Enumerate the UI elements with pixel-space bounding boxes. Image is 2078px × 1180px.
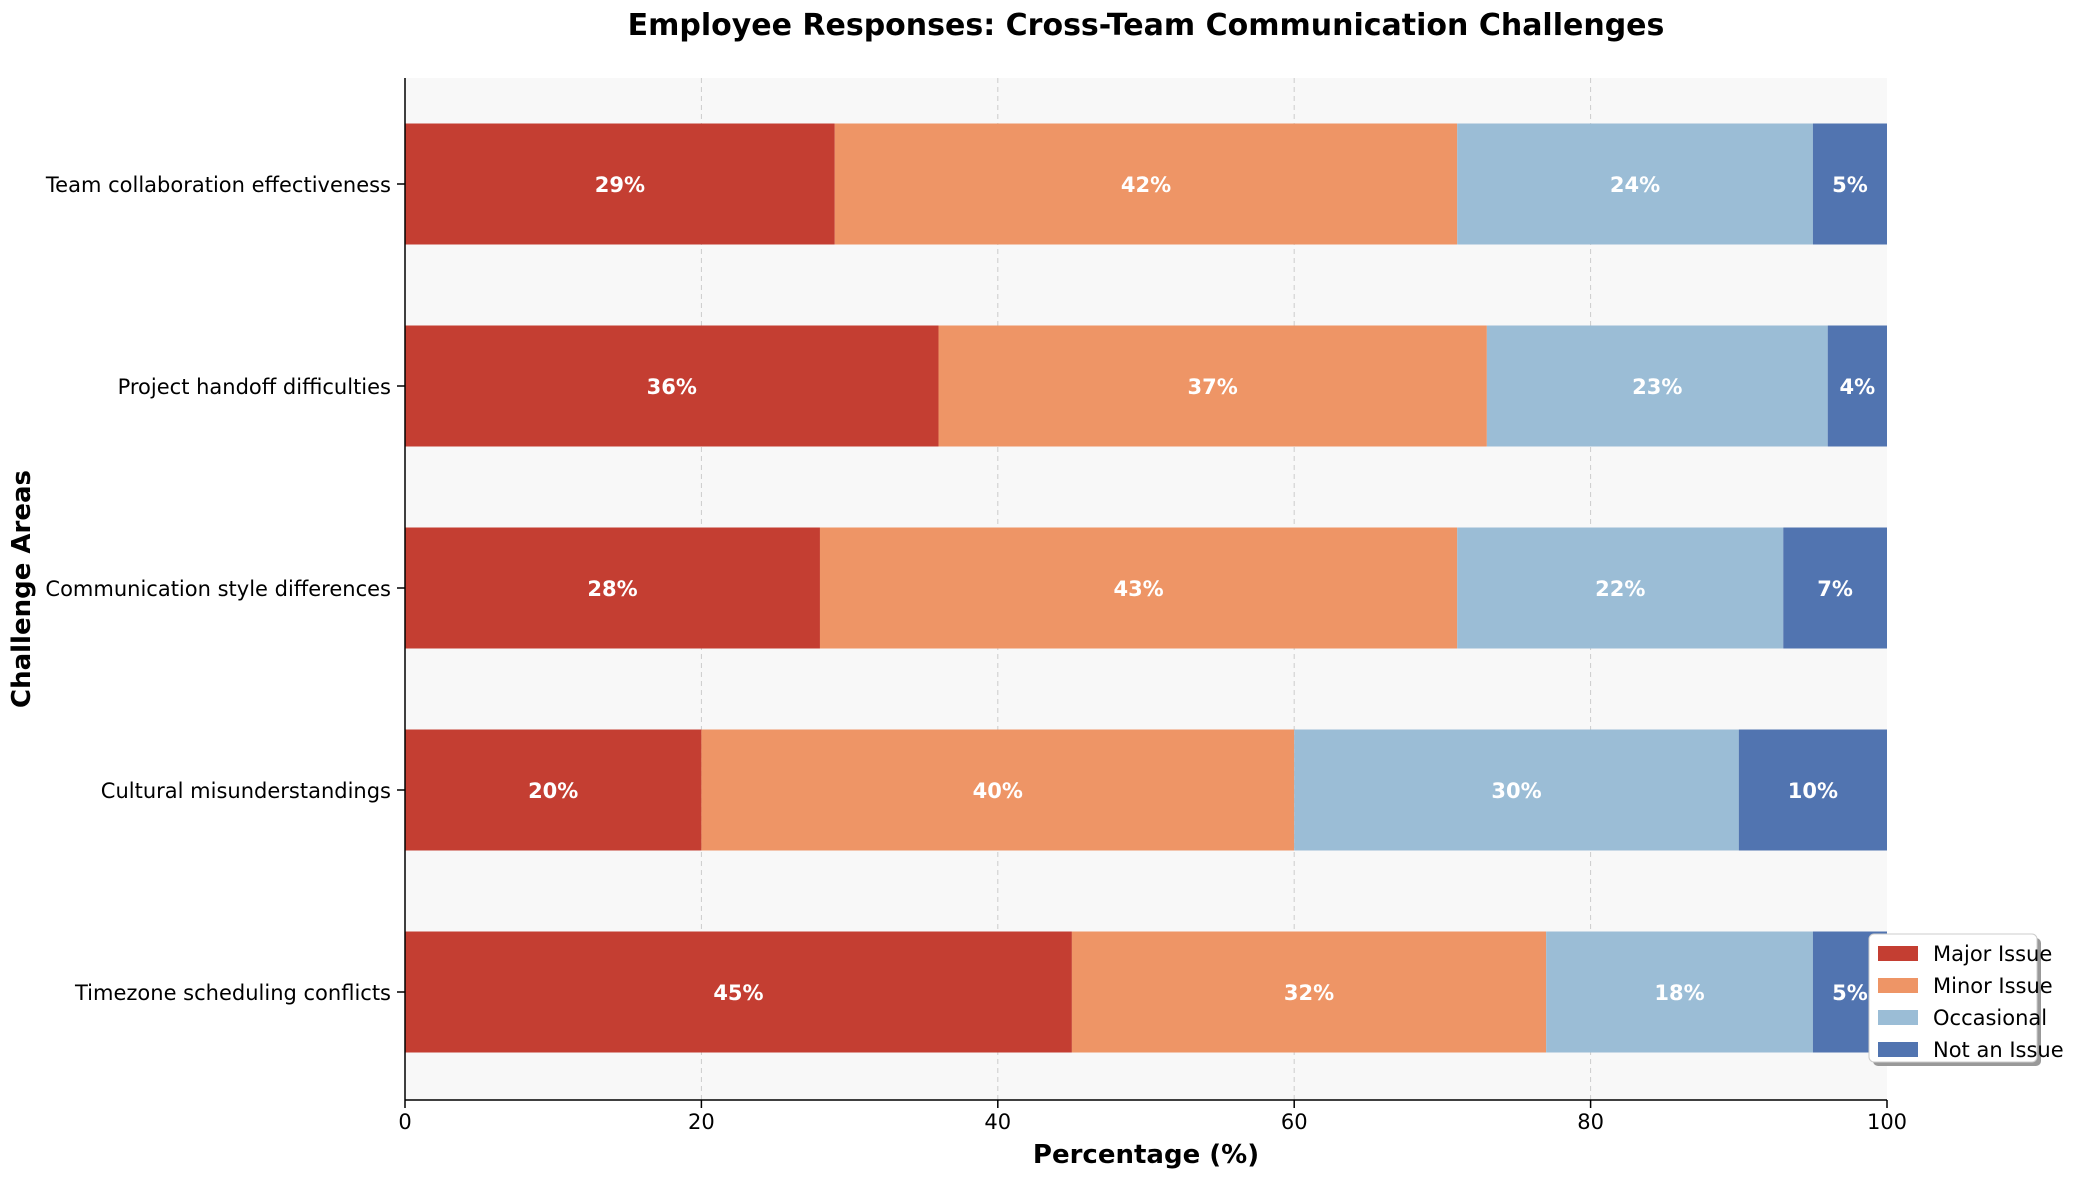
bar-value-label: 20% — [528, 779, 578, 803]
bar-value-label: 18% — [1654, 981, 1704, 1005]
bar-value-label: 42% — [1121, 173, 1171, 197]
bar-labels: 29% 42% 24% 5% 36% 37% 23% 4% 28% 43% 22% 7% 20% 40% 3… — [528, 173, 1875, 1005]
bar-value-label: 32% — [1284, 981, 1334, 1005]
legend-label: Minor Issue — [1933, 974, 2053, 998]
y-tick-label: Cultural misunderstandings — [101, 779, 391, 803]
bar-value-label: 40% — [973, 779, 1023, 803]
legend: Major Issue Minor Issue Occasional Not an I… — [1868, 933, 2064, 1066]
bar-value-label: 10% — [1788, 779, 1838, 803]
x-axis-ticks: 0 20 40 60 80 100 — [398, 1100, 1907, 1134]
bar-value-label: 5% — [1832, 173, 1868, 197]
bar-value-label: 37% — [1188, 375, 1238, 399]
bar-segment — [1827, 325, 1887, 447]
bar-value-label: 45% — [713, 981, 763, 1005]
bar-value-label: 5% — [1832, 981, 1868, 1005]
bar-segment — [938, 325, 1487, 447]
legend-swatch — [1878, 1010, 1918, 1025]
x-tick-label: 80 — [1577, 1110, 1604, 1134]
bar-segment — [1812, 123, 1887, 245]
bar-segment — [1546, 931, 1813, 1053]
bar-segment — [834, 123, 1458, 245]
bar-segment — [405, 123, 835, 245]
bar-segment — [405, 931, 1072, 1053]
bar-segment — [1457, 123, 1813, 245]
x-tick-label: 0 — [398, 1110, 411, 1134]
legend-swatch — [1878, 978, 1918, 993]
bar-value-label: 36% — [647, 375, 697, 399]
bar-segment — [701, 729, 1295, 851]
legend-label: Occasional — [1933, 1006, 2047, 1030]
legend-label: Not an Issue — [1933, 1038, 2064, 1062]
x-tick-label: 40 — [984, 1110, 1011, 1134]
y-tick-label: Project handoff difficulties — [118, 375, 391, 399]
legend-box — [1868, 933, 2038, 1063]
y-axis-ticks: Team collaboration effectiveness Project … — [45, 173, 405, 1005]
bar-value-label: 28% — [587, 577, 637, 601]
bar-segment — [405, 325, 939, 447]
bar-value-label: 24% — [1610, 173, 1660, 197]
bar-segment — [1486, 325, 1828, 447]
bar-value-label: 23% — [1632, 375, 1682, 399]
bar-value-label: 4% — [1840, 375, 1876, 399]
bar-value-label: 7% — [1817, 577, 1853, 601]
bar-segment — [405, 527, 820, 649]
bar-segment — [405, 729, 702, 851]
x-axis-label: Percentage (%) — [1033, 1140, 1259, 1170]
bar-segment — [1738, 729, 1887, 851]
y-axis-label: Challenge Areas — [7, 470, 37, 708]
y-tick-label: Team collaboration effectiveness — [45, 173, 391, 197]
x-tick-label: 20 — [688, 1110, 715, 1134]
bar-value-label: 30% — [1491, 779, 1541, 803]
bar-segment — [1457, 527, 1784, 649]
bar-value-label: 43% — [1113, 577, 1163, 601]
y-tick-label: Timezone scheduling conflicts — [74, 981, 391, 1005]
x-tick-label: 60 — [1281, 1110, 1308, 1134]
y-tick-label: Communication style differences — [45, 577, 391, 601]
legend-swatch — [1878, 946, 1918, 961]
bar-segment — [819, 527, 1458, 649]
bar-segment — [1783, 527, 1887, 649]
bar-segment — [1071, 931, 1547, 1053]
x-tick-label: 100 — [1867, 1110, 1907, 1134]
bar-value-label: 22% — [1595, 577, 1645, 601]
bar-value-label: 29% — [595, 173, 645, 197]
chart-title: Employee Responses: Cross-Team Communica… — [628, 8, 1665, 43]
legend-swatch — [1878, 1042, 1918, 1057]
bars — [405, 123, 1887, 1053]
bar-segment — [1294, 729, 1739, 851]
legend-label: Major Issue — [1933, 942, 2052, 966]
